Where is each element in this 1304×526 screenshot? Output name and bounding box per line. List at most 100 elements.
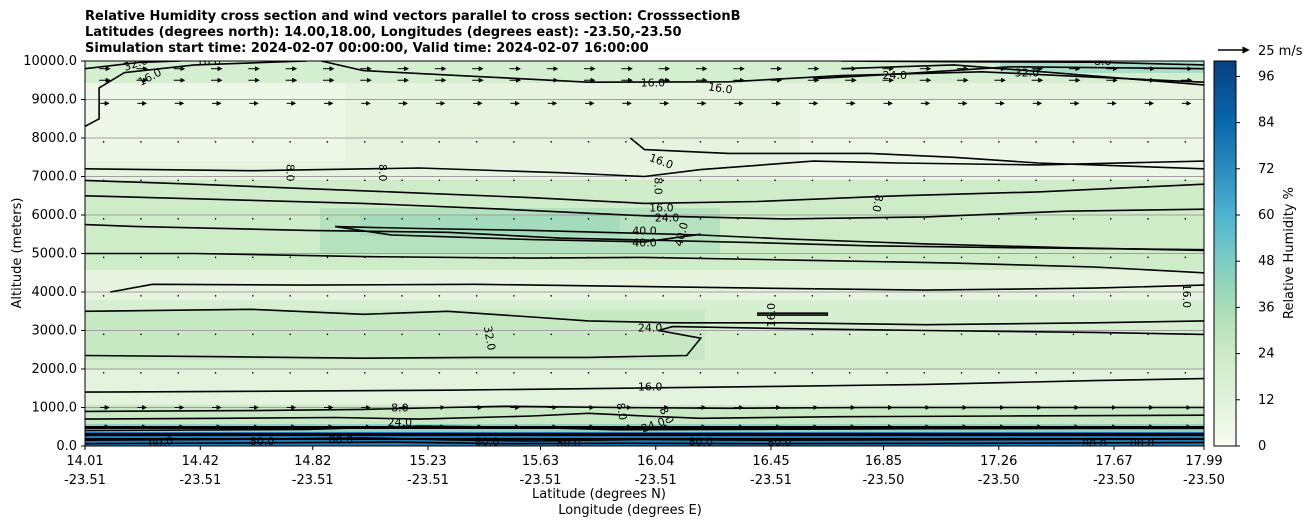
contour-labels: 32.016.016.016.0 16.024.0 32.08.08.0 8.016.… (122, 61, 1193, 450)
contour-line-16 (85, 160, 1204, 178)
contour-line-32 (85, 308, 1204, 326)
surface-contour-band-3 (85, 438, 1204, 440)
wind-vector (811, 179, 814, 182)
wind-vector (736, 218, 739, 220)
contour-line-80 (85, 441, 1204, 445)
wind-vector (1109, 333, 1112, 336)
wind-vector (662, 295, 664, 297)
wind-vector (475, 218, 478, 220)
wind-vector (289, 218, 291, 220)
x-axis-label-lon: Longitude (degrees E) (558, 503, 702, 518)
colorbar-ticks: 0 12 24 36 48 60 72 84 96 (1236, 69, 1275, 454)
wind-vector (1147, 218, 1149, 220)
x-tick-label-lat: 14.42 (182, 454, 219, 469)
wind-vector (587, 333, 590, 336)
wind-vector (140, 372, 142, 374)
wind-vector (923, 256, 926, 259)
wind-vector (1072, 333, 1075, 336)
wind-vector (886, 333, 888, 336)
wind-vector (177, 218, 180, 220)
wind-vector (475, 372, 478, 374)
wind-vector (289, 372, 291, 374)
wind-vector (326, 372, 329, 374)
contour-label: 16.0 (707, 80, 733, 96)
wind-vector (363, 295, 366, 297)
wind-vector (401, 372, 403, 374)
y-tick-label: 4000.0 (32, 285, 78, 300)
wind-vector (363, 218, 366, 220)
wind-vector (326, 141, 329, 143)
wind-vector (774, 333, 776, 336)
contour-label: 16.0 (765, 303, 778, 328)
wind-vector (998, 218, 1000, 220)
wind-vector (774, 256, 776, 259)
rh-boundary-layer (85, 370, 1204, 410)
wind-vector (438, 179, 441, 182)
wind-vector (177, 295, 180, 297)
contour-line-24 (813, 65, 1204, 80)
y-tick-label: 0.0 (56, 439, 77, 454)
contour-label: 24.0 (638, 321, 663, 334)
x-tick-label-lat: 17.99 (1185, 454, 1222, 469)
wind-vector (625, 141, 627, 143)
wind-vector (625, 179, 627, 182)
wind-vector (587, 372, 590, 374)
title-line-2: Latitudes (degrees north): 14.00,18.00, … (85, 25, 682, 40)
wind-vector (587, 218, 590, 220)
colorbar-label: Relative Humidity % (1282, 187, 1297, 319)
wind-vector (662, 256, 664, 259)
wind-vector (811, 218, 814, 220)
wind-vectors (99, 66, 1193, 430)
colorbar-tick-label: 24 (1258, 347, 1275, 362)
wind-vector (699, 372, 702, 374)
wind-vector (177, 141, 180, 143)
wind-vector (102, 295, 105, 297)
x-tick-label-lat: 15.23 (409, 454, 446, 469)
wind-vector (289, 295, 291, 297)
contour-line-24 (85, 223, 1204, 251)
wind-vector (625, 372, 627, 374)
contour-line-8 (85, 412, 1204, 420)
y-tick-label: 1000.0 (32, 401, 78, 416)
wind-vector (214, 372, 217, 374)
contour-line-24 (757, 312, 829, 316)
wind-vector (252, 141, 254, 143)
wind-vector (699, 295, 702, 297)
wind-vector (475, 179, 478, 182)
rh-moist-core (360, 214, 620, 236)
wind-vector (1072, 141, 1075, 143)
wind-vector (550, 141, 553, 143)
contour-line-16 (321, 61, 1204, 84)
x-tick-label-lon: -23.50 (863, 473, 905, 488)
wind-vector (699, 256, 702, 259)
wind-vector (923, 218, 926, 220)
wind-vector (550, 295, 553, 297)
contour-label: 8.0 (869, 194, 885, 213)
wind-vector (886, 179, 888, 182)
wind-vector (214, 141, 217, 143)
wind-vector (662, 179, 664, 182)
contour-label: 80.0 (556, 437, 581, 450)
y-tick-label: 10000.0 (23, 54, 77, 69)
wind-vector (550, 372, 553, 374)
x-tick-label-lat: 15.63 (522, 454, 559, 469)
x-tick-label-lon: -23.51 (407, 473, 449, 488)
wind-vector (102, 141, 105, 143)
title-line-3: Simulation start time: 2024-02-07 00:00:… (85, 41, 649, 56)
wind-vector (1035, 256, 1037, 259)
wind-vector (998, 333, 1000, 336)
wind-vector (587, 141, 590, 143)
wind-vector (513, 256, 515, 259)
wind-vector (625, 218, 627, 220)
wind-vector (886, 141, 888, 143)
wind-vector (252, 372, 254, 374)
title-line-1: Relative Humidity cross section and wind… (85, 9, 741, 24)
x-tick-label-lon: -23.51 (750, 473, 792, 488)
wind-vector (998, 295, 1000, 297)
contour-label: 80.0 (250, 435, 275, 448)
wind-vector (550, 218, 553, 220)
colorbar-tick-label: 12 (1258, 393, 1275, 408)
wind-vector (438, 256, 441, 259)
wind-vector (662, 333, 664, 336)
wind-vector (363, 256, 366, 259)
